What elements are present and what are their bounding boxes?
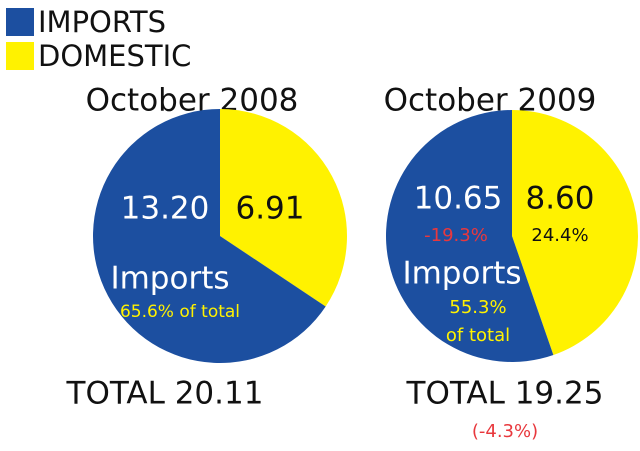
value-label: 6.91 xyxy=(235,191,304,227)
annotation: 55.3% xyxy=(449,297,506,318)
legend-label: IMPORTS xyxy=(38,5,166,39)
legend-swatch xyxy=(6,42,34,70)
value-label: 8.60 xyxy=(525,181,594,217)
annotation: of total xyxy=(446,325,510,346)
value-label: 13.20 xyxy=(121,191,210,227)
annotation: Imports xyxy=(402,256,521,292)
annotation: TOTAL 19.25 xyxy=(406,376,604,412)
pie-slice xyxy=(386,110,554,362)
pie-slice xyxy=(220,109,347,307)
annotation: -19.3% xyxy=(424,225,488,246)
pie-slice xyxy=(93,109,326,363)
pie-slice xyxy=(512,110,639,356)
legend-swatch xyxy=(6,8,34,36)
annotation: 65.6% of total xyxy=(120,302,240,322)
value-label: 10.65 xyxy=(414,181,503,217)
annotation: Imports xyxy=(110,261,229,297)
annotation: 24.4% xyxy=(531,225,588,246)
annotation: TOTAL 20.11 xyxy=(66,376,264,412)
annotation: (-4.3%) xyxy=(472,421,538,442)
legend-label: DOMESTIC xyxy=(38,39,191,73)
